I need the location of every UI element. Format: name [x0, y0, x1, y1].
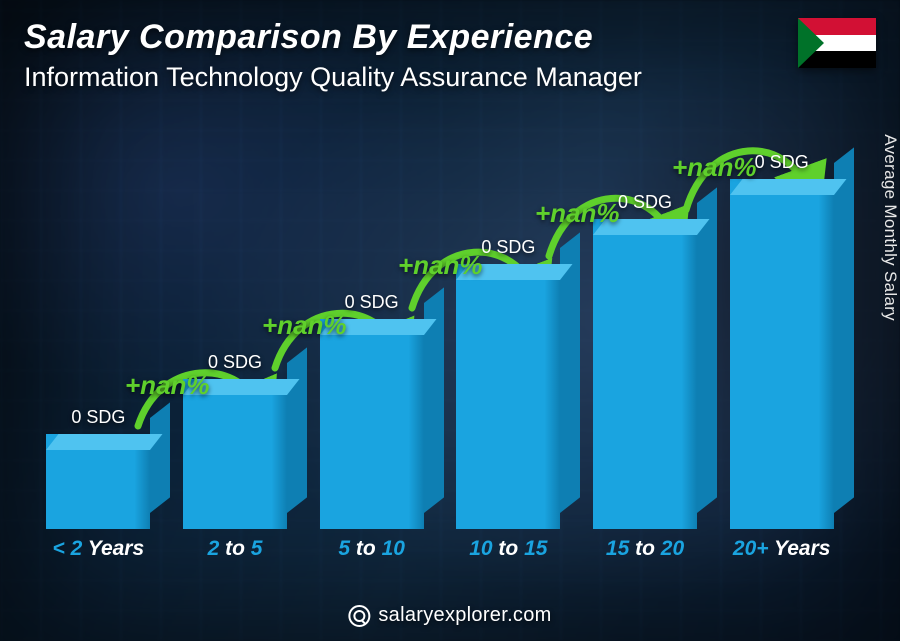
- bar-value-label: 0 SDG: [345, 292, 399, 313]
- x-axis-labels: < 2 Years2 to 55 to 1010 to 1515 to 2020…: [30, 537, 850, 561]
- bar: [320, 319, 424, 529]
- chart-title: Salary Comparison By Experience: [24, 18, 593, 57]
- bar: [593, 219, 697, 529]
- bar: [183, 379, 287, 529]
- delta-label: +nan%: [535, 198, 620, 229]
- bar: [46, 434, 150, 529]
- bar: [456, 264, 560, 529]
- bar-value-label: 0 SDG: [618, 192, 672, 213]
- chart-canvas: Salary Comparison By Experience Informat…: [0, 0, 900, 641]
- watermark-text: salaryexplorer.com: [378, 604, 551, 627]
- bar-chart: 0 SDG 0 SDG 0 SDG 0 SDG 0 SDG 0 SDG +nan% +nan…: [30, 110, 850, 561]
- x-axis-label: 15 to 20: [577, 537, 714, 561]
- bar-value-label: 0 SDG: [71, 407, 125, 428]
- chart-subtitle: Information Technology Quality Assurance…: [24, 62, 642, 93]
- bar-slot: 0 SDG: [577, 192, 714, 529]
- watermark: salaryexplorer.com: [348, 604, 551, 627]
- bar-slot: 0 SDG: [30, 407, 167, 529]
- bar-value-label: 0 SDG: [755, 152, 809, 173]
- delta-label: +nan%: [125, 370, 210, 401]
- delta-label: +nan%: [398, 250, 483, 281]
- bar-slot: 0 SDG: [713, 152, 850, 529]
- delta-label: +nan%: [262, 310, 347, 341]
- x-axis-label: < 2 Years: [30, 537, 167, 561]
- bar: [730, 179, 834, 529]
- x-axis-label: 5 to 10: [303, 537, 440, 561]
- x-axis-label: 10 to 15: [440, 537, 577, 561]
- delta-label: +nan%: [672, 152, 757, 183]
- y-axis-label: Average Monthly Salary: [880, 134, 900, 321]
- x-axis-label: 20+ Years: [713, 537, 850, 561]
- bar-value-label: 0 SDG: [481, 237, 535, 258]
- search-icon: [348, 605, 370, 627]
- bar-value-label: 0 SDG: [208, 352, 262, 373]
- country-flag-sudan: [798, 18, 876, 68]
- x-axis-label: 2 to 5: [167, 537, 304, 561]
